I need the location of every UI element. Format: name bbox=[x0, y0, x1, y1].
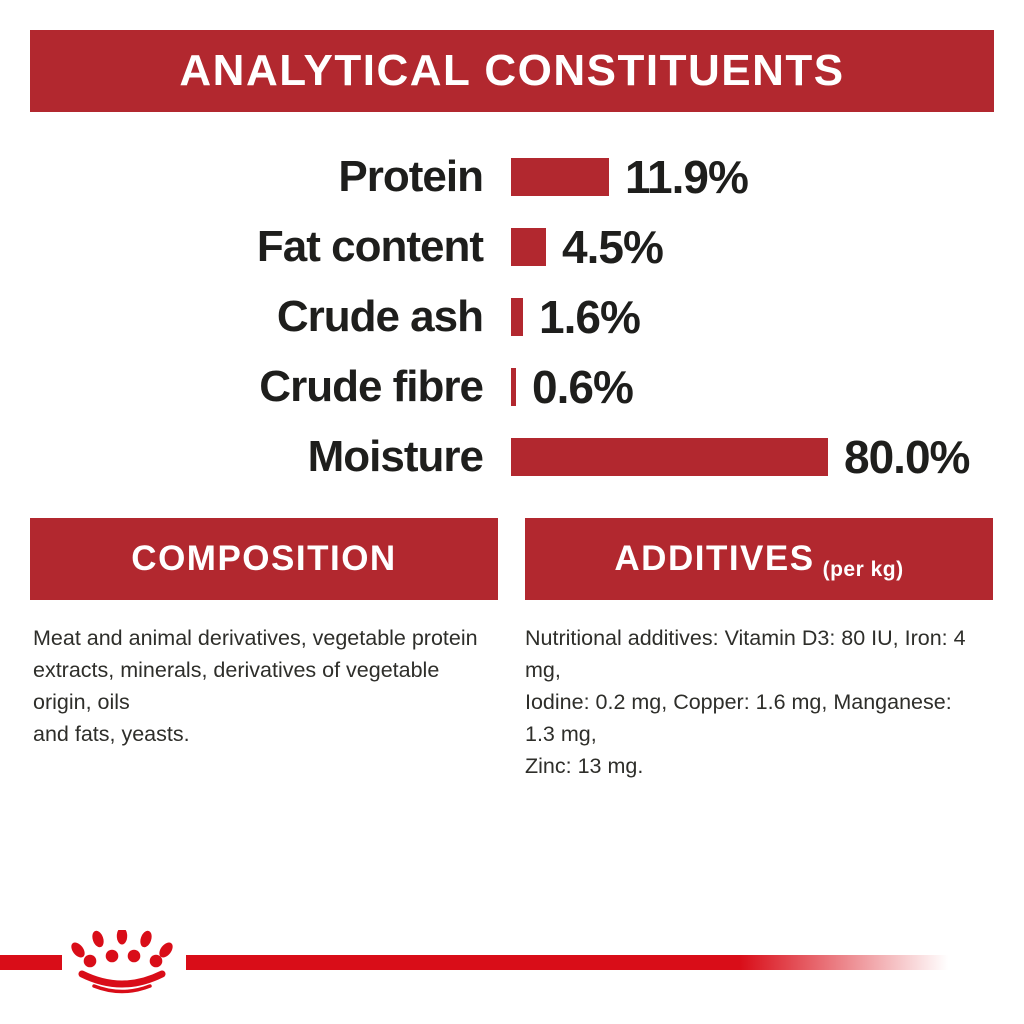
chart-row-value: 4.5% bbox=[562, 221, 664, 273]
chart-row-value: 0.6% bbox=[532, 361, 634, 413]
chart-row-label: Fat content bbox=[256, 222, 484, 271]
chart-bar bbox=[511, 158, 609, 196]
analytical-constituents-banner: ANALYTICAL CONSTITUENTS bbox=[30, 30, 994, 112]
chart-row: Protein 11.9% bbox=[0, 142, 1024, 212]
composition-text: Meat and animal derivatives, vegetable p… bbox=[33, 626, 478, 746]
composition-banner: COMPOSITION bbox=[30, 518, 498, 600]
chart-row-label: Protein bbox=[338, 152, 484, 201]
additives-banner: ADDITIVES (per kg) bbox=[525, 518, 993, 600]
additives-text: Nutritional additives: Vitamin D3: 80 IU… bbox=[525, 626, 966, 778]
royal-canin-crown-icon bbox=[71, 930, 173, 994]
chart-row-value: 80.0% bbox=[844, 431, 970, 483]
composition-title: COMPOSITION bbox=[131, 539, 397, 578]
chart-row: Crude ash 1.6% bbox=[0, 282, 1024, 352]
analytical-constituents-chart: Protein 11.9% Fat content 4.5% Crude ash 1.6%… bbox=[0, 142, 1024, 492]
additives-title: ADDITIVES bbox=[614, 539, 815, 578]
analytical-constituents-title: ANALYTICAL CONSTITUENTS bbox=[179, 46, 845, 95]
chart-row: Moisture 80.0% bbox=[0, 422, 1024, 492]
chart-bar bbox=[511, 368, 516, 406]
chart-row-value: 11.9% bbox=[625, 151, 749, 203]
chart-row-value: 1.6% bbox=[539, 291, 641, 343]
footer-red-band bbox=[0, 955, 948, 970]
chart-bar bbox=[511, 438, 828, 476]
chart-row-label: Crude ash bbox=[276, 292, 484, 341]
additives-subtitle: (per kg) bbox=[822, 558, 904, 581]
chart-row-label: Moisture bbox=[307, 432, 484, 481]
chart-row: Crude fibre 0.6% bbox=[0, 352, 1024, 422]
chart-row: Fat content 4.5% bbox=[0, 212, 1024, 282]
chart-bar bbox=[511, 298, 523, 336]
chart-bar bbox=[511, 228, 546, 266]
chart-row-label: Crude fibre bbox=[259, 362, 484, 411]
